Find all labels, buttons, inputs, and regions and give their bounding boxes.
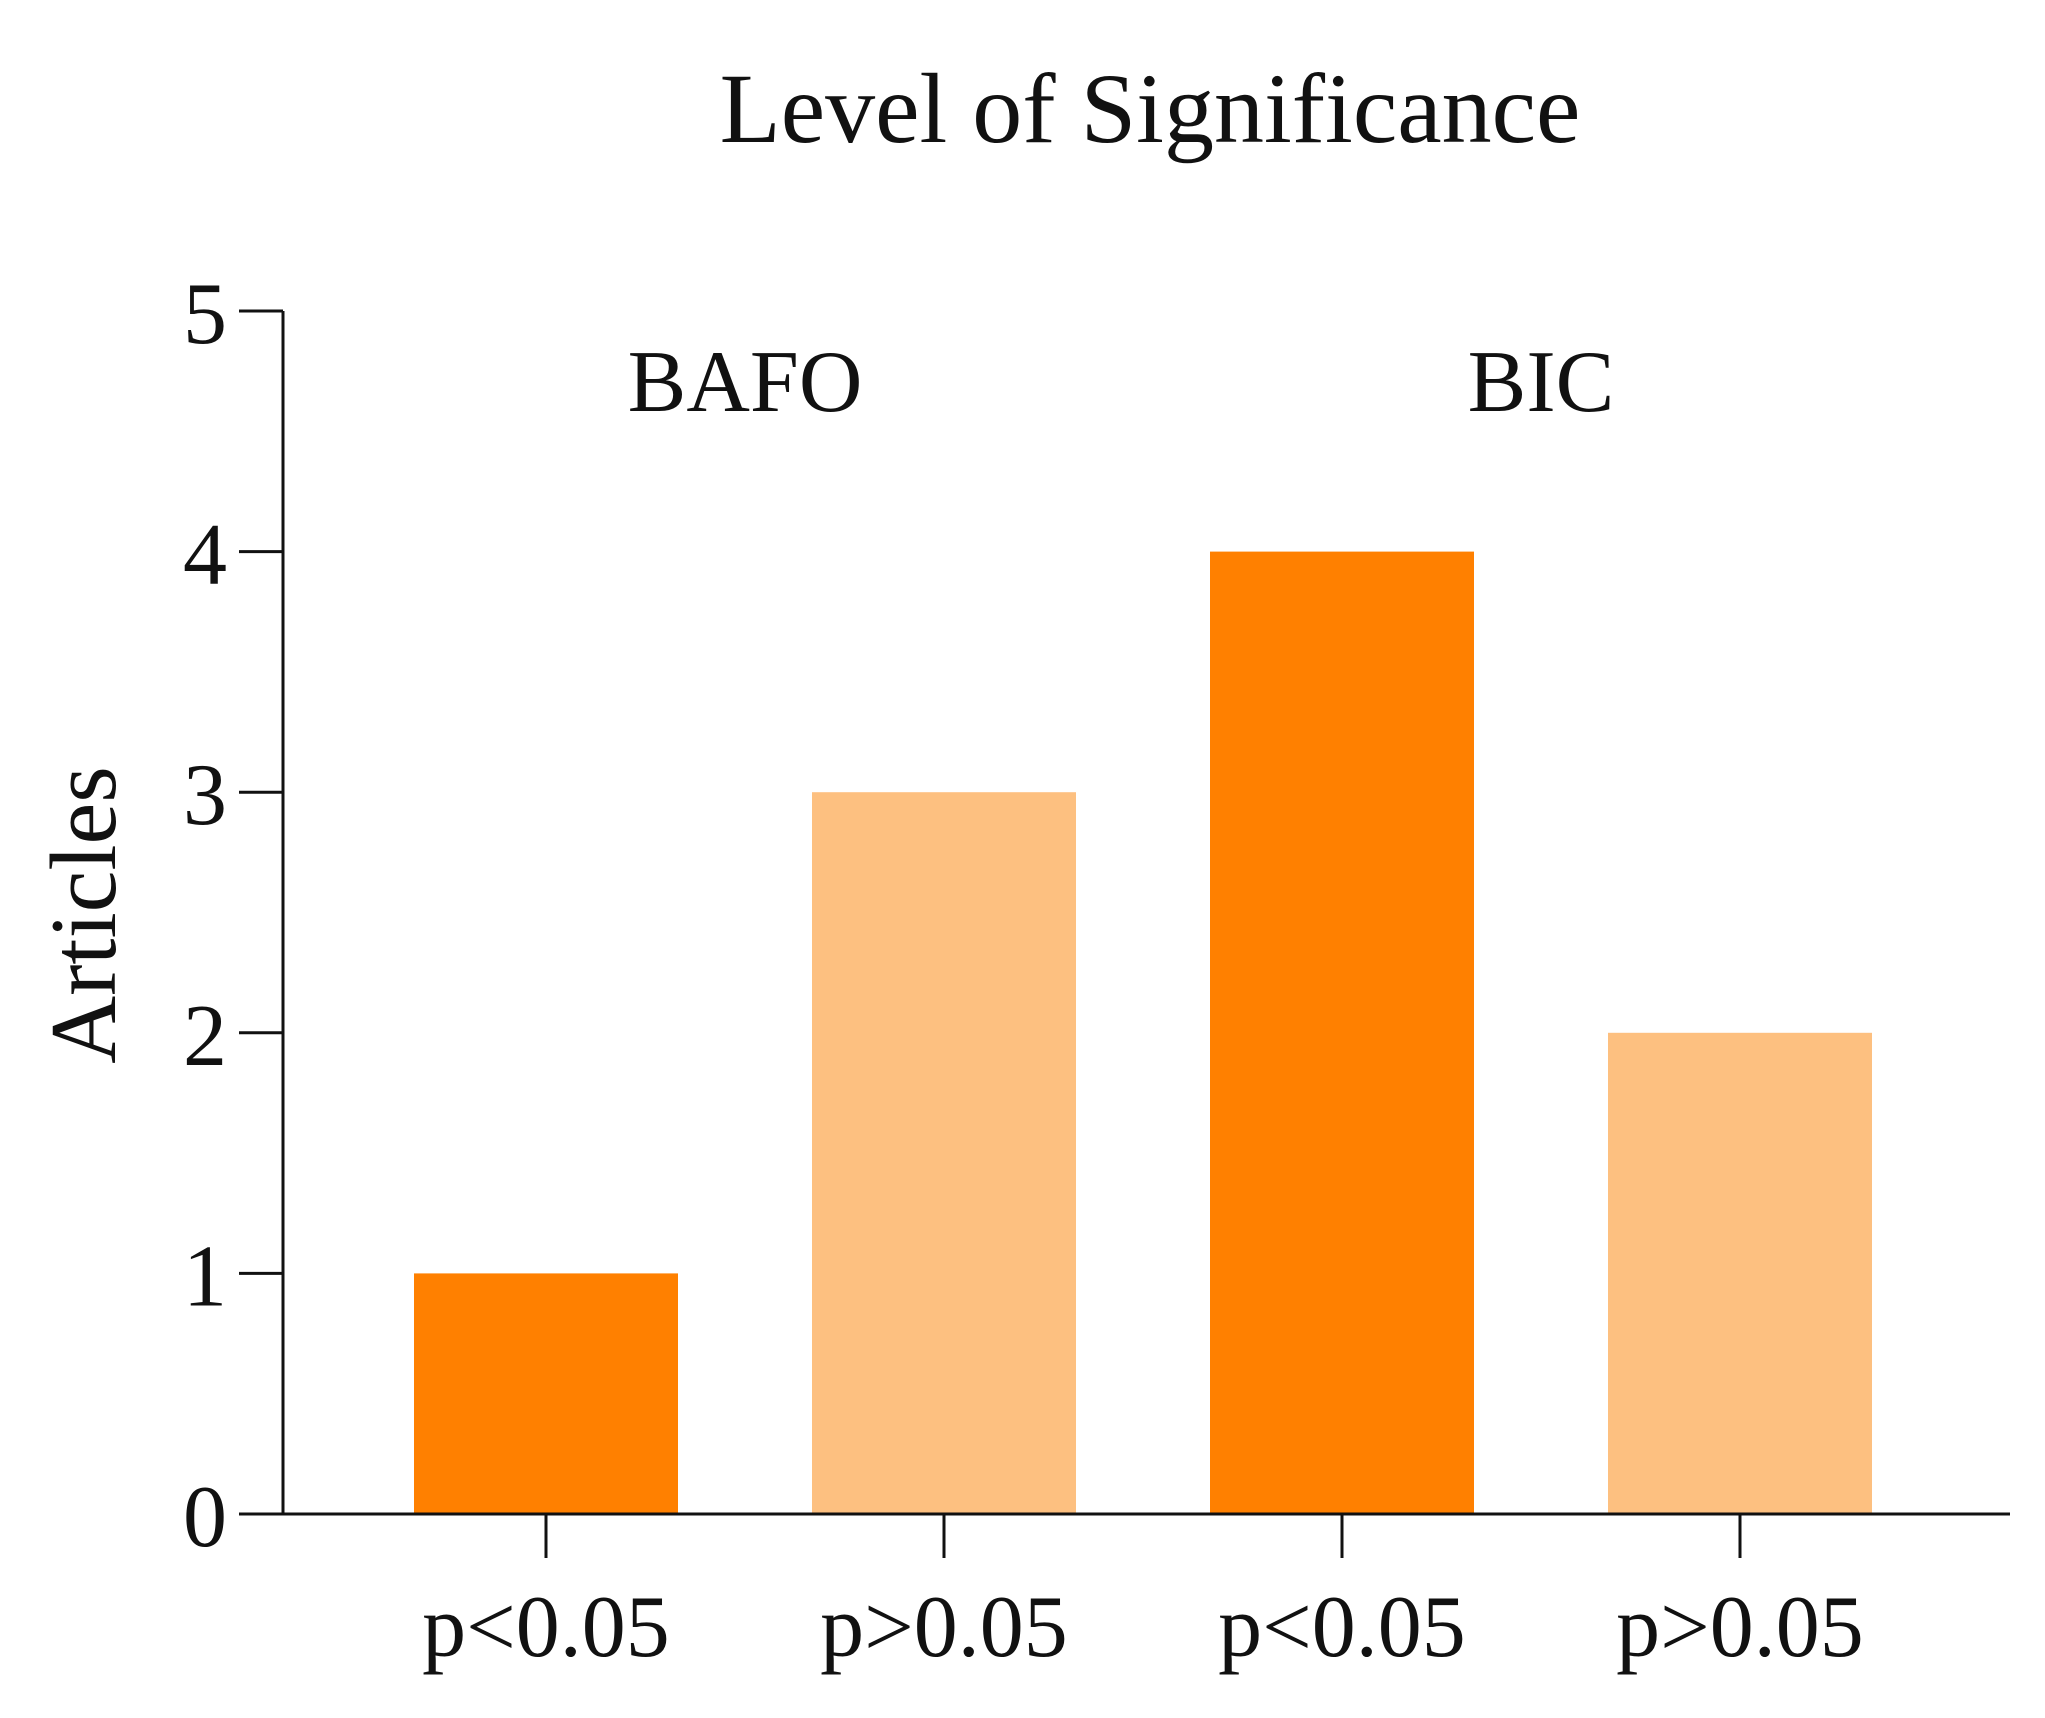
y-tick-label-2: 2	[183, 988, 227, 1085]
bar-4	[1608, 1032, 1872, 1514]
x-axis: p<0.05 p>0.05 p<0.05 p>0.05	[283, 1512, 2010, 1676]
x-tick-label-4: p>0.05	[1616, 1579, 1864, 1676]
x-tick-label-2: p>0.05	[820, 1579, 1068, 1676]
y-tick-label-3: 3	[183, 747, 227, 844]
bars-group	[414, 551, 1872, 1514]
y-axis-label: Articles	[32, 766, 136, 1064]
y-axis: 0 1 2 3 4 5	[183, 266, 285, 1566]
y-tick-label-1: 1	[183, 1228, 227, 1325]
y-tick-label-4: 4	[183, 507, 227, 604]
y-tick-label-5: 5	[183, 266, 227, 363]
x-tick-label-1: p<0.05	[422, 1579, 670, 1676]
y-tick-label-0: 0	[183, 1469, 227, 1566]
bar-1	[414, 1273, 678, 1514]
bar-3	[1210, 551, 1474, 1514]
chart-title: Level of Significance	[720, 53, 1581, 164]
group-label-bic: BIC	[1468, 334, 1615, 431]
group-labels: BAFO BIC	[628, 334, 1615, 431]
bar-2	[812, 792, 1076, 1514]
group-label-bafo: BAFO	[628, 334, 863, 431]
x-tick-label-3: p<0.05	[1218, 1579, 1466, 1676]
